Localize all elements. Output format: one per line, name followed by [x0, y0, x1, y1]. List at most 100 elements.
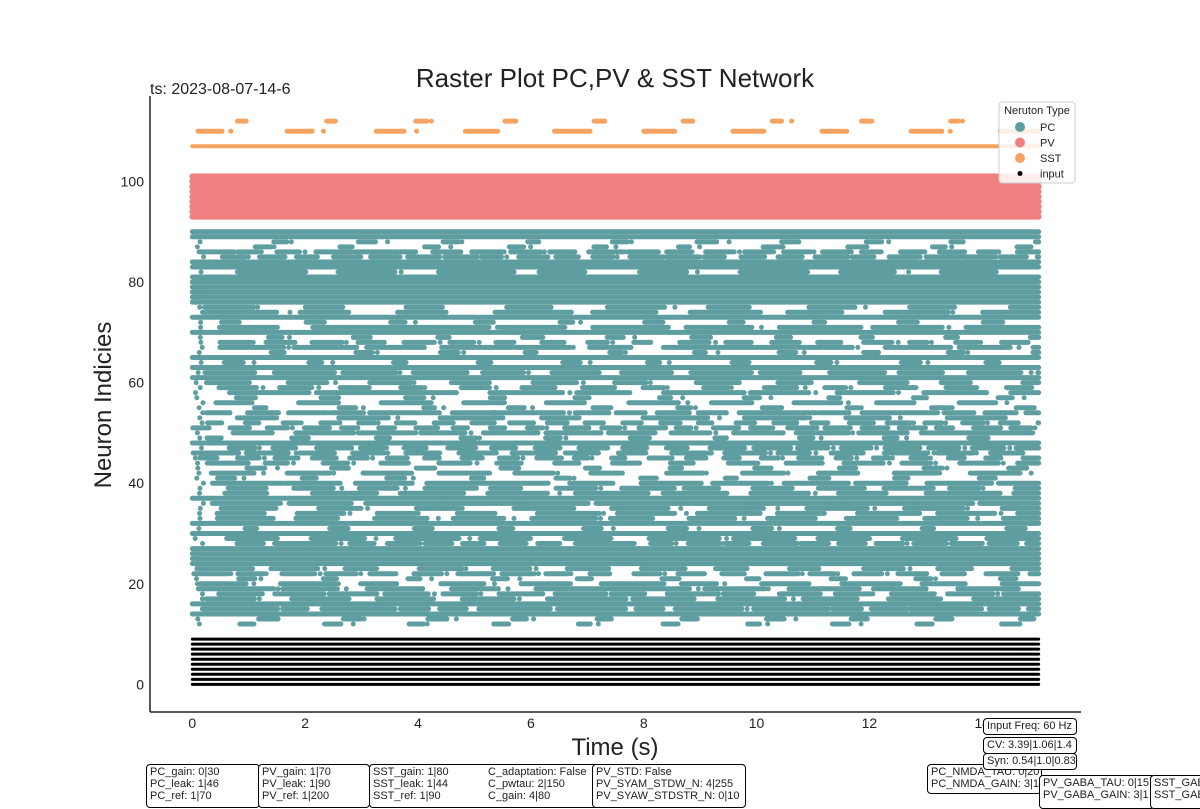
spike	[513, 118, 519, 124]
pc-row	[230, 430, 1036, 436]
pc-row	[203, 380, 1042, 386]
spike	[693, 425, 699, 431]
spike	[568, 571, 574, 577]
spike	[1032, 425, 1038, 431]
input-freq-box: Input Freq: 60 Hz	[983, 718, 1077, 735]
spike	[856, 586, 862, 592]
spike	[505, 586, 511, 592]
spike	[255, 304, 261, 310]
spike	[511, 515, 517, 521]
pc-row	[217, 344, 1042, 350]
spike	[768, 480, 774, 486]
spike	[965, 349, 971, 355]
spike	[436, 455, 442, 461]
spike	[195, 370, 201, 376]
nmda-params-box: PC_NMDA_TAU: 0|20 PC_NMDA_GAIN: 3|1	[927, 764, 1042, 794]
spike	[922, 425, 928, 431]
spike	[530, 405, 536, 411]
spike	[200, 500, 206, 506]
spike	[962, 445, 968, 451]
spike	[978, 339, 984, 345]
pc-row	[202, 304, 1042, 310]
spike	[655, 249, 661, 255]
spike	[195, 460, 201, 466]
spike	[728, 385, 734, 391]
sst-gaba-gain-text: SST_GAB	[1154, 789, 1200, 801]
spike	[453, 616, 459, 622]
spike	[241, 475, 247, 481]
pv-stdstr-text: PV_SYAW_STDSTR_N: 0|10	[596, 790, 740, 802]
spike	[589, 455, 595, 461]
spike	[839, 309, 845, 315]
spike	[998, 510, 1004, 516]
spike	[1016, 344, 1022, 350]
spike	[384, 445, 390, 451]
spike	[980, 485, 986, 491]
pc-row	[251, 405, 1037, 411]
spike	[811, 249, 817, 255]
spike	[197, 510, 203, 516]
spike	[663, 425, 669, 431]
x-tick-label: 4	[414, 715, 422, 731]
pc-row	[221, 360, 1002, 366]
pc-row	[195, 586, 1021, 592]
pc-row	[190, 450, 1026, 456]
spike	[628, 239, 634, 245]
spike	[375, 420, 381, 426]
spike	[904, 435, 910, 441]
spike	[192, 536, 198, 542]
spike	[491, 420, 497, 426]
spike	[320, 128, 326, 134]
pc-row	[234, 415, 1008, 421]
spike	[343, 586, 349, 592]
spike	[925, 360, 931, 366]
pc-row	[216, 591, 1042, 597]
spike	[227, 410, 233, 416]
spike	[741, 515, 747, 521]
spike	[261, 470, 267, 476]
sst-gaba-params-box: SST_GAB SST_GAB	[1150, 775, 1200, 809]
spike	[572, 249, 578, 255]
spike	[258, 249, 264, 255]
spike	[870, 591, 876, 597]
spike	[586, 425, 592, 431]
pc-row	[215, 475, 998, 481]
pc-row	[197, 455, 1042, 461]
spike	[397, 254, 403, 260]
spike	[557, 541, 563, 547]
spike	[678, 505, 684, 511]
spike	[338, 541, 344, 547]
spike	[642, 410, 648, 416]
spike	[201, 254, 207, 260]
adaptation-text: C_adaptation: False	[488, 766, 587, 778]
spike	[792, 536, 798, 542]
spike	[317, 571, 323, 577]
spike	[197, 485, 203, 491]
spike	[448, 244, 454, 250]
spike	[274, 415, 280, 421]
spike	[715, 349, 721, 355]
spike	[855, 344, 861, 350]
spike	[410, 475, 416, 481]
syn-box: Syn: 0.54|1.0|0.83	[983, 753, 1077, 770]
spike	[501, 249, 507, 255]
syn-text: Syn: 0.54|1.0|0.83	[987, 755, 1076, 767]
spike	[540, 334, 546, 340]
spike	[861, 485, 867, 491]
spike	[812, 490, 818, 496]
pc-row	[218, 319, 1006, 325]
spike	[260, 385, 266, 391]
spike	[403, 360, 409, 366]
spike	[258, 576, 264, 582]
pc-gain-text: PC_gain: 0|30	[150, 766, 220, 778]
spike	[886, 460, 892, 466]
pc-row	[218, 505, 1042, 511]
pc-row	[202, 370, 1042, 376]
spike	[567, 390, 573, 396]
spike	[785, 470, 791, 476]
spike	[799, 571, 805, 577]
spike	[412, 319, 418, 325]
spike	[793, 616, 799, 622]
spike	[850, 430, 856, 436]
spike	[422, 385, 428, 391]
